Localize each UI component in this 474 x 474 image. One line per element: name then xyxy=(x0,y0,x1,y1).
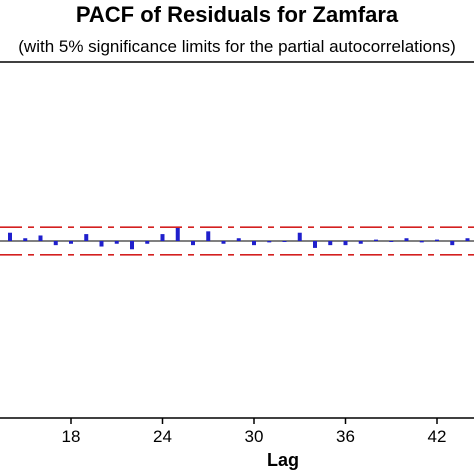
pacf-bar-lag-22 xyxy=(130,241,134,250)
pacf-bar-lag-28 xyxy=(221,241,226,244)
pacf-bar-lag-41 xyxy=(419,241,424,243)
pacf-bar-lag-18 xyxy=(69,241,73,244)
x-tick-label-42: 42 xyxy=(428,427,447,446)
pacf-bars xyxy=(8,227,470,250)
pacf-bar-lag-16 xyxy=(38,235,43,241)
pacf-bar-lag-27 xyxy=(206,231,211,241)
pacf-bar-lag-19 xyxy=(84,234,89,241)
chart-subtitle: (with 5% significance limits for the par… xyxy=(18,37,455,56)
pacf-bar-lag-30 xyxy=(252,241,256,246)
pacf-bar-lag-34 xyxy=(313,241,317,248)
pacf-bar-lag-20 xyxy=(99,241,104,247)
pacf-bar-lag-36 xyxy=(343,241,348,246)
pacf-bar-lag-15 xyxy=(23,238,28,241)
x-tick-label-24: 24 xyxy=(153,427,172,446)
pacf-bar-lag-26 xyxy=(191,241,195,246)
pacf-bar-lag-17 xyxy=(53,241,58,246)
pacf-bar-lag-40 xyxy=(404,238,409,241)
pacf-bar-lag-29 xyxy=(236,238,241,241)
pacf-bar-lag-23 xyxy=(145,241,150,244)
pacf-bar-lag-39 xyxy=(389,241,394,242)
pacf-bar-lag-31 xyxy=(267,241,272,243)
pacf-bar-lag-42 xyxy=(435,239,439,241)
pacf-bar-lag-37 xyxy=(358,241,363,244)
pacf-bar-lag-14 xyxy=(8,232,12,241)
pacf-bar-lag-38 xyxy=(374,239,378,241)
x-tick-label-36: 36 xyxy=(336,427,355,446)
x-tick-label-18: 18 xyxy=(62,427,81,446)
chart-title: PACF of Residuals for Zamfara xyxy=(76,2,399,27)
x-axis-ticks: 18 24 30 36 42 xyxy=(62,418,447,446)
pacf-bar-lag-43 xyxy=(450,241,455,246)
pacf-bar-lag-44 xyxy=(465,238,470,241)
pacf-bar-lag-25 xyxy=(175,227,180,241)
x-axis-label: Lag xyxy=(267,450,299,470)
pacf-bar-lag-24 xyxy=(160,234,165,241)
pacf-bar-lag-21 xyxy=(114,241,119,244)
pacf-bar-lag-35 xyxy=(328,241,333,246)
pacf-bar-lag-32 xyxy=(282,241,287,242)
x-tick-label-30: 30 xyxy=(245,427,264,446)
pacf-bar-lag-33 xyxy=(297,232,302,241)
